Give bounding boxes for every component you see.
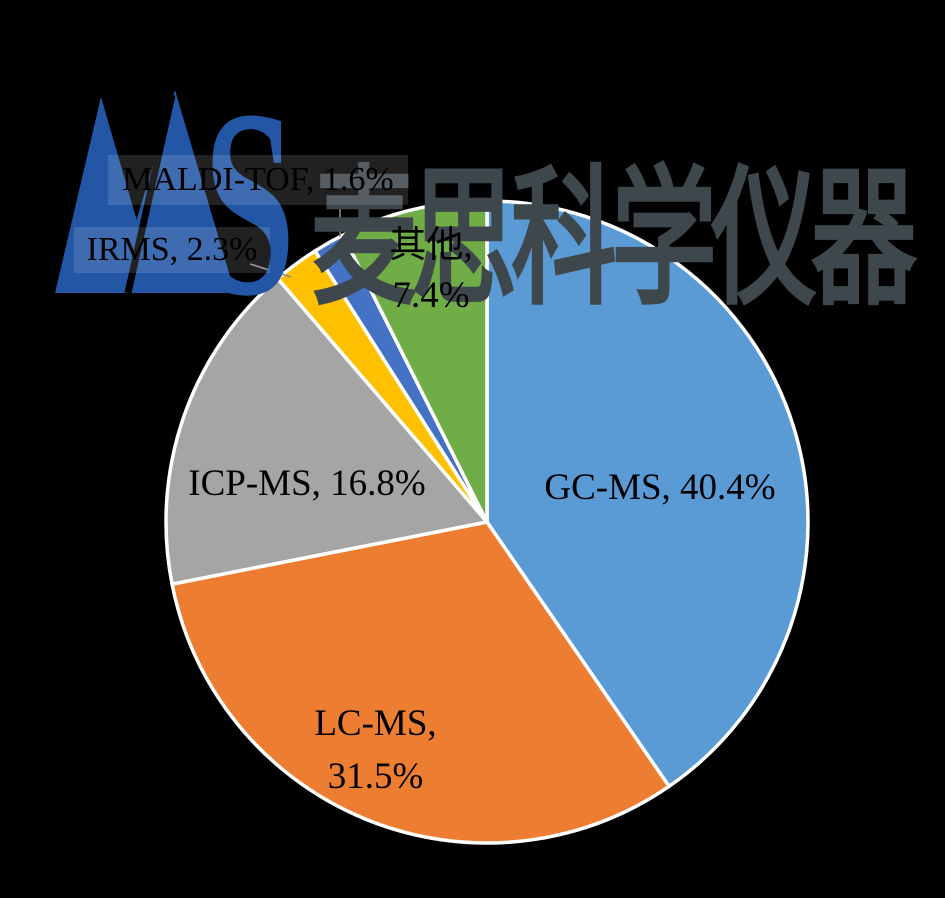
- pie-label-other-line1: 其他,: [389, 225, 473, 266]
- pie-label-other-line2: 7.4%: [392, 275, 470, 316]
- pie-label-gcms: GC-MS, 40.4%: [544, 467, 776, 508]
- pie-label-maldi-tof: MALDI-TOF, 1.6%: [108, 155, 408, 205]
- pie-label-lcms-line1: LC-MS,: [314, 703, 437, 744]
- pie-slice-其他: [341, 199, 489, 524]
- pie-slice-ICP-MS: [164, 276, 489, 586]
- pie-label-irms: IRMS, 2.3%: [74, 227, 270, 273]
- pie-label-lcms-line2: 31.5%: [327, 756, 424, 797]
- pie-label-icpms: ICP-MS, 16.8%: [188, 463, 426, 504]
- pie-label-other: 其他, 7.4%: [355, 221, 507, 321]
- pie-slice-LC-MS: [170, 520, 671, 845]
- pie-label-lcms: LC-MS, 31.5%: [278, 697, 473, 803]
- leader-line-irms: [249, 263, 292, 278]
- pie-slice-GC-MS: [485, 199, 810, 789]
